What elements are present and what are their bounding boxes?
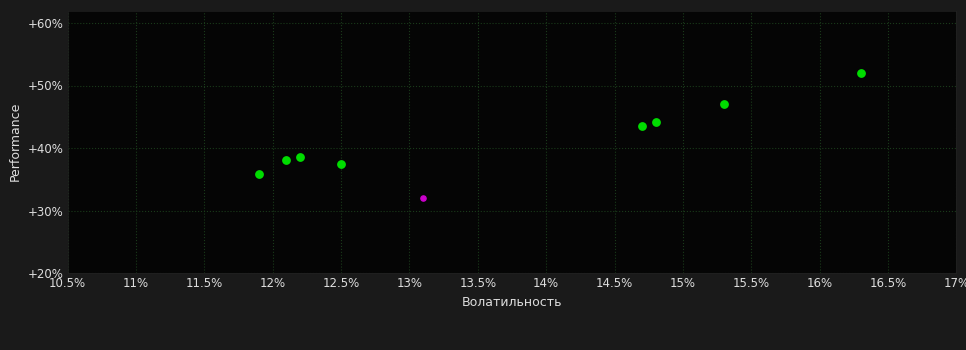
Point xyxy=(293,155,308,160)
Point xyxy=(278,157,294,163)
Point xyxy=(648,119,664,125)
Point xyxy=(634,123,649,129)
Point xyxy=(415,195,431,201)
Point xyxy=(333,161,349,167)
Y-axis label: Performance: Performance xyxy=(9,102,22,181)
Point xyxy=(716,102,731,107)
Point xyxy=(853,70,868,76)
Point xyxy=(251,172,267,177)
X-axis label: Волатильность: Волатильность xyxy=(462,296,562,309)
